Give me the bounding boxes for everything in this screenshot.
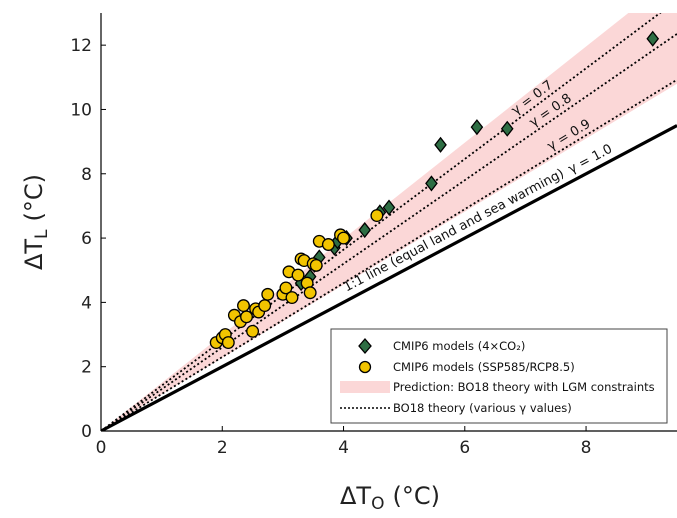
x-axis-label-main: ΔT	[340, 482, 371, 510]
circle-point	[337, 231, 350, 245]
legend-band-swatch	[340, 381, 390, 393]
diamond-point	[500, 120, 514, 137]
x-tick-label: 6	[459, 438, 470, 458]
y-tick-label: 0	[81, 422, 92, 442]
x-axis-label-unit: (°C)	[392, 482, 439, 510]
circle-point	[279, 281, 293, 295]
diamond-point	[382, 199, 396, 216]
legend-label-4xco2: CMIP6 models (4×CO₂)	[393, 339, 525, 353]
y-axis-label: ΔTL (°C)	[20, 174, 52, 270]
x-axis-label: ΔTO (°C)	[340, 482, 440, 514]
x-tick-label: 4	[338, 438, 349, 458]
diamond-point	[646, 30, 660, 47]
prediction-band	[101, 13, 677, 431]
one-to-one-line	[101, 124, 677, 431]
legend-circle-marker	[358, 360, 372, 374]
circle-point	[285, 291, 299, 305]
diamond-point	[425, 175, 438, 192]
y-tick-label: 2	[81, 358, 92, 378]
diamond-point	[434, 136, 447, 153]
circle-point	[258, 299, 272, 313]
diamond-point	[470, 119, 484, 136]
y-tick-label: 10	[70, 100, 92, 120]
y-tick-label: 4	[81, 293, 92, 313]
circle-point	[240, 310, 253, 324]
y-axis-ticks: 0 2 4 6 8 10 12	[70, 36, 106, 442]
circle-point	[291, 268, 305, 282]
x-tick-label: 8	[581, 438, 592, 458]
circle-point	[237, 299, 250, 313]
circle-point	[303, 286, 317, 300]
y-axis-label-main: ΔT	[20, 239, 48, 270]
theory-line-0	[101, 13, 662, 431]
legend: CMIP6 models (4×CO₂) CMIP6 models (SSP58…	[330, 328, 668, 424]
circle-point	[321, 238, 335, 251]
circle-point	[309, 258, 323, 272]
circle-point	[370, 209, 384, 223]
circle-point	[221, 336, 235, 350]
legend-box	[330, 328, 668, 424]
y-axis-label-unit: (°C)	[20, 174, 48, 221]
y-tick-label: 8	[81, 165, 92, 185]
legend-label-ssp585: CMIP6 models (SSP585/RCP8.5)	[393, 360, 575, 374]
circle-point	[261, 287, 275, 301]
y-tick-label: 6	[81, 229, 92, 249]
diamond-point	[358, 221, 372, 239]
circle-point	[246, 324, 260, 338]
legend-label-band: Prediction: BO18 theory with LGM constra…	[393, 380, 655, 394]
theory-lines	[101, 13, 677, 431]
data-markers	[209, 30, 660, 350]
x-tick-label: 0	[96, 438, 107, 458]
legend-diamond-marker	[358, 338, 372, 354]
y-axis-label-sub: L	[32, 229, 52, 239]
x-tick-label: 2	[217, 438, 228, 458]
plot-area	[101, 13, 677, 431]
x-axis-label-sub: O	[371, 494, 384, 514]
y-tick-label: 12	[70, 36, 92, 56]
x-axis-ticks: 0 2 4 6 8	[96, 426, 592, 458]
legend-label-theory: BO18 theory (various γ values)	[393, 401, 572, 415]
